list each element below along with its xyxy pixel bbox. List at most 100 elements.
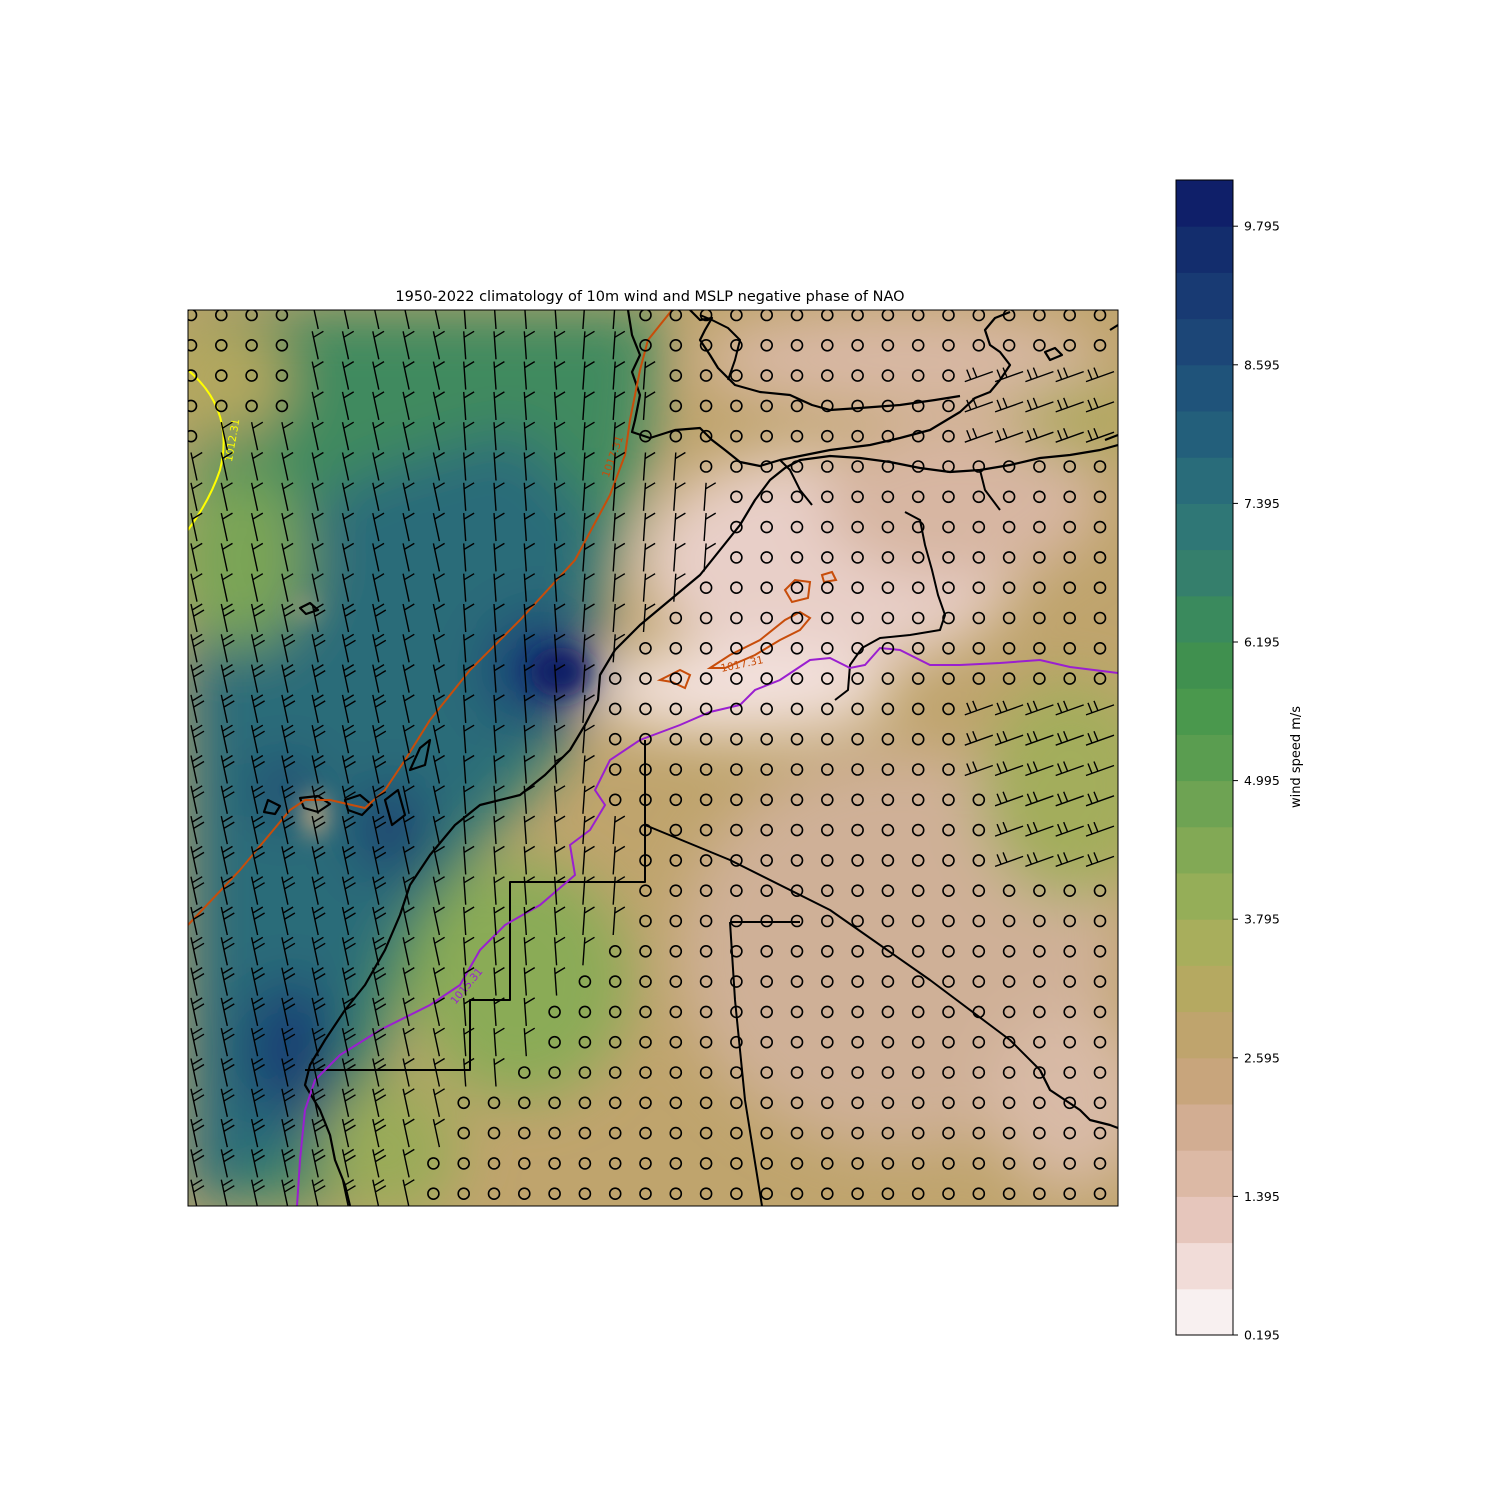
moderate-wind-east [980, 680, 1118, 900]
calm-circle [1033, 672, 1046, 685]
calm-circle [972, 1126, 986, 1140]
calm-circle [699, 732, 713, 746]
wind-barb [372, 451, 385, 481]
calm-circle [1033, 1126, 1046, 1140]
wind-barb [642, 603, 656, 633]
calm-circle [851, 944, 864, 958]
wind-barb [341, 845, 356, 875]
wind-barb [612, 906, 626, 936]
calm-circle [820, 1126, 834, 1140]
calm-circle [1002, 944, 1016, 958]
wind-barb [311, 663, 326, 693]
calm-circle [881, 1126, 895, 1140]
calm-circle [972, 793, 986, 807]
wind-barb [612, 876, 626, 905]
calm-circle [699, 793, 713, 807]
calm-circle [608, 672, 622, 685]
wind-barb [220, 906, 235, 936]
calm-circle [972, 581, 986, 595]
calm-circle [639, 793, 652, 807]
wind-barb [250, 1118, 265, 1148]
wind-barb [582, 936, 595, 966]
calm-circle [972, 490, 986, 504]
wind-barb [432, 1027, 445, 1057]
calm-circle [730, 1157, 743, 1170]
wind-barb [341, 876, 356, 905]
calm-circle [730, 1066, 743, 1079]
wind-barb [582, 724, 595, 754]
calm-circle [245, 369, 258, 382]
calm-circle [942, 1035, 955, 1049]
wind-barb [463, 845, 475, 875]
wind-barb [220, 845, 235, 875]
wind-barb [673, 573, 686, 602]
wind-barb [612, 482, 626, 511]
wind-barb [642, 391, 656, 420]
wind-barb [523, 724, 536, 754]
wind-barb [372, 876, 387, 905]
wind-barb [250, 451, 264, 481]
calm-circle [942, 1096, 955, 1110]
calm-circle [669, 914, 683, 928]
wind-barb [994, 427, 1024, 443]
calm-circle [790, 641, 804, 655]
calm-circle [608, 1187, 622, 1200]
calm-circle [1002, 884, 1016, 898]
calm-circle [639, 884, 652, 898]
wind-barb [190, 1027, 205, 1057]
calm-circle [1033, 641, 1046, 655]
wind-barb [553, 330, 566, 360]
colorbar-tick-label: 6.195 [1244, 635, 1280, 650]
wind-barb [432, 391, 445, 421]
wind-barb [372, 1179, 387, 1206]
wind-barb [341, 391, 355, 421]
calm-island-canary [303, 793, 327, 837]
calm-circle [881, 581, 895, 595]
wind-barb [463, 876, 475, 905]
colorbar-tick-label: 8.595 [1244, 357, 1280, 372]
calm-circle [972, 1005, 986, 1019]
wind-barb [432, 360, 445, 390]
map-panel[interactable]: 1012.31 1017.31 1017.31 1015.31 [150, 301, 1160, 1220]
calm-circle [820, 1005, 834, 1019]
calm-circle [578, 1187, 592, 1200]
wind-barb [1055, 821, 1084, 837]
wind-barb [553, 906, 566, 936]
wind-barb [523, 542, 536, 572]
calm-circle [851, 1005, 864, 1019]
calm-circle [548, 1035, 561, 1049]
calm-circle [942, 702, 955, 716]
wind-barb [582, 906, 595, 936]
wind-barb [612, 603, 626, 633]
wind-barb [523, 512, 536, 542]
calm-circle [1093, 641, 1107, 655]
calm-circle [820, 1157, 834, 1170]
calm-circle [1093, 310, 1107, 322]
calm-circle [820, 611, 834, 625]
wind-barb [372, 966, 387, 996]
wind-barb [341, 1088, 356, 1117]
wind-barb [553, 815, 566, 845]
calm-circle [669, 672, 683, 685]
wind-barb [341, 421, 355, 451]
wind-barb [402, 421, 415, 451]
calm-circle [911, 338, 925, 352]
wind-barb [220, 815, 235, 845]
wind-barb [250, 997, 265, 1027]
wind-barb [432, 694, 445, 724]
wind-barb [220, 724, 235, 754]
calm-circle [548, 1126, 561, 1140]
calm-circle [188, 429, 198, 443]
wind-barb [463, 512, 475, 542]
wind-barb [964, 730, 994, 746]
calm-circle [942, 611, 955, 625]
calm-circle [730, 1126, 743, 1140]
calm-circle [669, 1187, 683, 1200]
calm-circle [1033, 884, 1046, 898]
calm-circle [851, 338, 864, 352]
calm-circle [1033, 520, 1046, 534]
wind-barb [311, 724, 326, 754]
wind-barb [463, 330, 475, 360]
wind-barb [250, 573, 264, 602]
wind-barb [493, 1057, 505, 1087]
